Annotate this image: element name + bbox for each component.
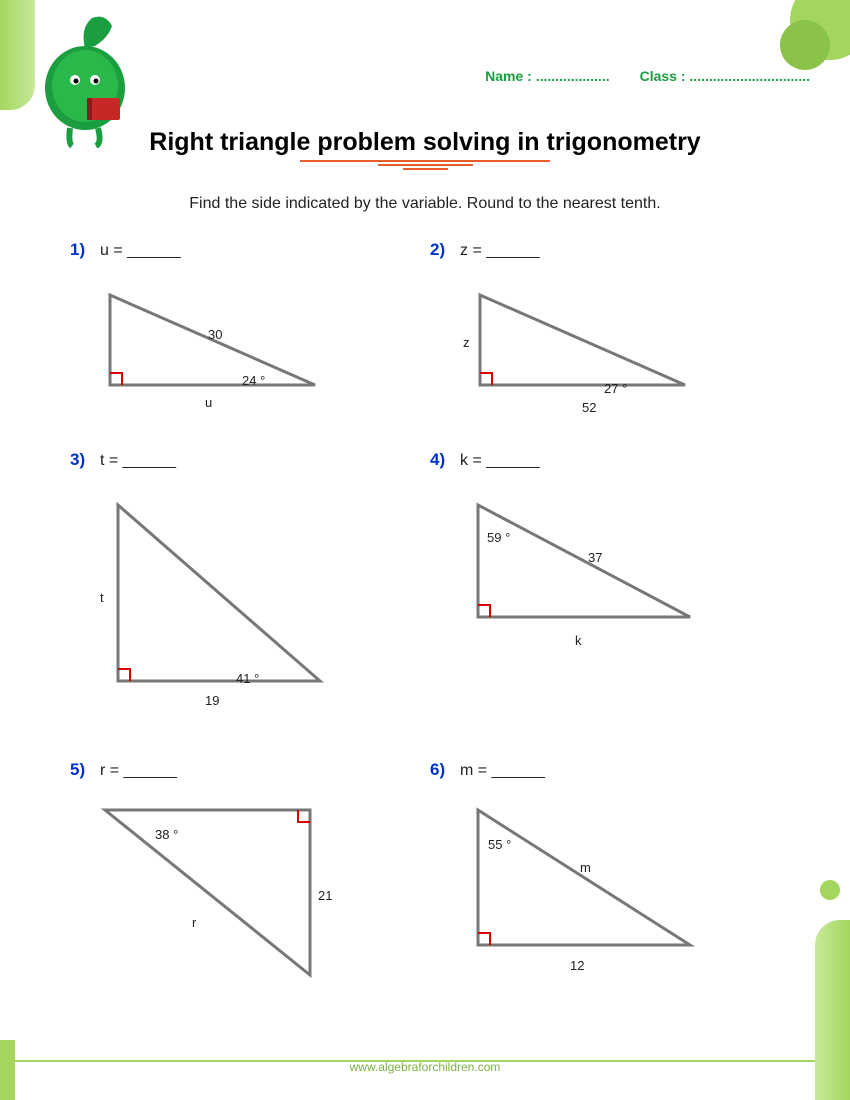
- triangle-label: u: [205, 395, 212, 410]
- problem-prompt: z = ______: [460, 242, 540, 259]
- triangle-label: 55 °: [488, 837, 511, 852]
- problem-number: 1): [70, 240, 100, 260]
- triangle-label: 30: [208, 327, 222, 342]
- class-field-label: Class : ...............................: [640, 68, 810, 84]
- apple-mascot-logo: [30, 8, 140, 148]
- footer-text: www.algebraforchildren.com: [0, 1060, 850, 1074]
- triangle-label: z: [463, 335, 470, 350]
- triangle-label: 37: [588, 550, 602, 565]
- triangle-label: 27 °: [604, 381, 627, 396]
- corner-decoration-tr: [780, 0, 850, 70]
- name-field-label: Name : ...................: [485, 68, 609, 84]
- triangle-label: k: [575, 633, 582, 648]
- triangle-label: 38 °: [155, 827, 178, 842]
- triangle-label: 24 °: [242, 373, 265, 388]
- triangle-label: 59 °: [487, 530, 510, 545]
- problem-3: 3)t = ______t 41 ° 19: [70, 450, 430, 740]
- problem-1: 1)u = ______ 30 24 ° u: [70, 240, 430, 430]
- triangle-figure: 55 °m12: [460, 805, 790, 960]
- header-fields: Name : ................... Class : .....…: [485, 68, 810, 84]
- problem-6: 6)m = ______ 55 ° m 12: [430, 760, 790, 980]
- triangle-label: 41 °: [236, 671, 259, 686]
- problem-number: 3): [70, 450, 100, 470]
- triangle-figure: 3024 °u: [100, 285, 430, 400]
- problem-prompt: t = ______: [100, 452, 176, 469]
- triangle-figure: 59 °37k: [460, 495, 790, 632]
- triangle-figure: z27 °52: [460, 285, 790, 400]
- problem-number: 4): [430, 450, 460, 470]
- triangle-label: 21: [318, 888, 332, 903]
- triangle-label: t: [100, 590, 104, 605]
- problem-5: 5)r = ______ 38 ° 21 r: [70, 760, 430, 980]
- triangle-label: 12: [570, 958, 584, 973]
- triangle-figure: 38 ° 21 r: [100, 805, 430, 990]
- problem-prompt: k = ______: [460, 452, 540, 469]
- problem-number: 2): [430, 240, 460, 260]
- page-subtitle: Find the side indicated by the variable.…: [0, 195, 850, 213]
- problems-grid: 1)u = ______3024 °u 2)z = ______z27 °52 …: [70, 240, 790, 980]
- title-underline: [300, 158, 550, 170]
- problem-number: 6): [430, 760, 460, 780]
- problem-prompt: m = ______: [460, 762, 545, 779]
- triangle-label: r: [192, 915, 196, 930]
- page-title: Right triangle problem solving in trigon…: [0, 128, 850, 157]
- triangle-label: m: [580, 860, 591, 875]
- problem-prompt: u = ______: [100, 242, 181, 259]
- problem-4: 4)k = ______ 59 ° 37 k: [430, 450, 790, 740]
- triangle-figure: t41 °19: [100, 495, 430, 696]
- triangle-label: 19: [205, 693, 219, 708]
- triangle-label: 52: [582, 400, 596, 415]
- problem-number: 5): [70, 760, 100, 780]
- problem-2: 2)z = ______z 27 ° 52: [430, 240, 790, 430]
- problem-prompt: r = ______: [100, 762, 177, 779]
